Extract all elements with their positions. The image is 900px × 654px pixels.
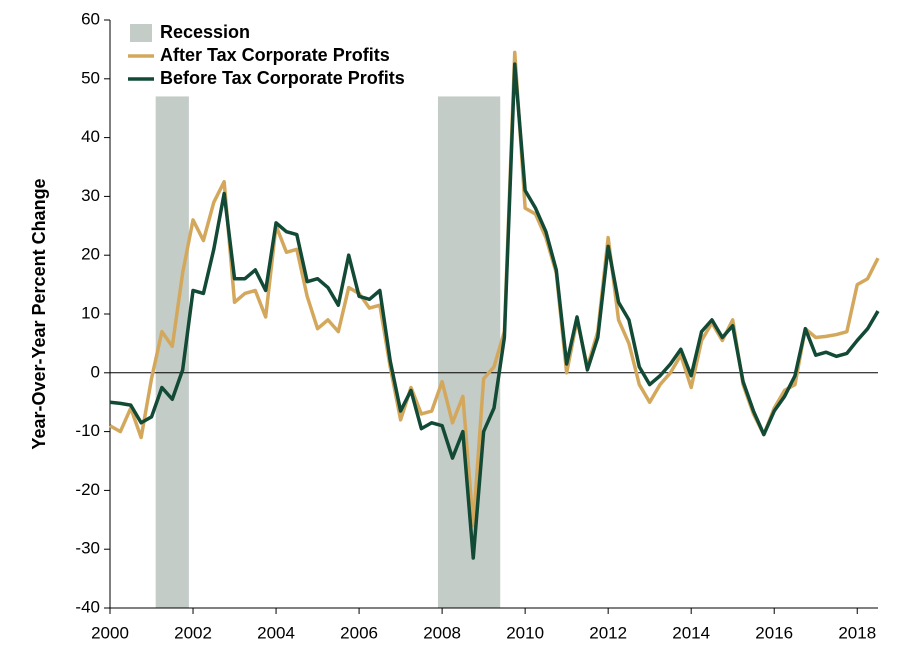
y-tick-label: -30 [75,539,100,558]
y-tick-label: 60 [81,9,100,28]
y-tick-label: 0 [91,362,100,381]
y-tick-label: -10 [75,421,100,440]
x-tick-label: 2014 [672,623,710,642]
x-tick-label: 2018 [838,623,876,642]
y-tick-label: 30 [81,186,100,205]
y-axis-label: Year-Over-Year Percent Change [29,178,49,449]
x-tick-label: 2012 [589,623,627,642]
y-tick-label: 50 [81,68,100,87]
x-tick-label: 2002 [174,623,212,642]
data-line [109,62,880,560]
x-tick-label: 2006 [340,623,378,642]
y-tick-label: -20 [75,480,100,499]
recession-band [437,96,501,608]
x-tick-label: 2010 [506,623,544,642]
legend-label: Before Tax Corporate Profits [160,68,405,88]
legend-label: After Tax Corporate Profits [160,45,390,65]
y-tick-label: 40 [81,127,100,146]
legend-label: Recession [160,22,250,42]
y-tick-label: 10 [81,303,100,322]
x-tick-label: 2000 [91,623,129,642]
x-tick-label: 2016 [755,623,793,642]
x-tick-label: 2008 [423,623,461,642]
legend-swatch [130,24,152,42]
y-tick-label: -40 [75,597,100,616]
y-tick-label: 20 [81,245,100,264]
x-tick-label: 2004 [257,623,295,642]
